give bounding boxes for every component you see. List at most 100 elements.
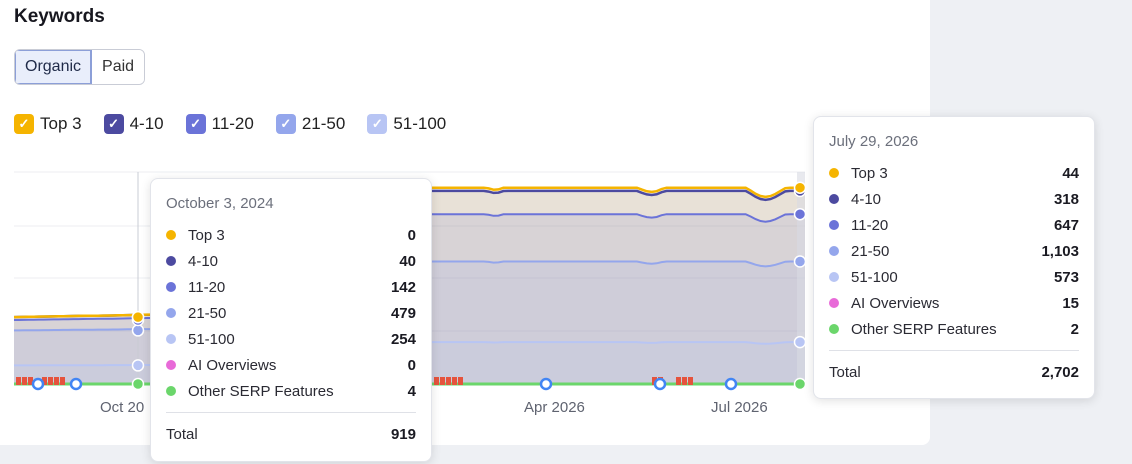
series-dot-icon <box>166 334 176 344</box>
tooltip-date: July 29, 2026 <box>829 133 919 150</box>
tooltip-row-value: 4 <box>407 382 416 400</box>
tooltip-row-51-100: 51-100 254 <box>151 329 431 349</box>
tooltip-row-value: 254 <box>390 330 416 348</box>
serp-flag-icon <box>440 377 445 385</box>
tooltip-total-value: 919 <box>390 425 416 443</box>
tooltip-row-21-50: 21-50 1,103 <box>814 241 1094 261</box>
hover-point <box>131 359 145 372</box>
tooltip-row-value: 0 <box>407 226 416 244</box>
legend-item-21-50[interactable]: ✓ 21-50 <box>275 112 346 136</box>
google-icon <box>724 377 738 391</box>
series-dot-icon <box>829 324 839 334</box>
legend-label: 11-20 <box>211 114 254 133</box>
tooltip-row-label: 11-20 <box>188 278 226 296</box>
tooltip-row-51-100: 51-100 573 <box>814 267 1094 287</box>
series-dot-icon <box>166 282 176 292</box>
checkbox-checked-icon[interactable]: ✓ <box>185 114 206 134</box>
tooltip-row-label: Top 3 <box>188 226 225 244</box>
tooltip-row-value: 1,103 <box>1041 242 1079 260</box>
serp-flag-icon <box>676 377 681 385</box>
tooltip-row-label: Other SERP Features <box>851 320 997 338</box>
google-icon <box>31 377 45 391</box>
tooltip-total-value: 2,702 <box>1041 363 1079 381</box>
crosshair-band <box>797 172 805 384</box>
series-dot-icon <box>829 298 839 308</box>
checkbox-checked-icon[interactable]: ✓ <box>14 114 34 134</box>
tooltip-row-value: 44 <box>1062 164 1079 182</box>
tooltip-row-other-serp: Other SERP Features 4 <box>151 381 431 401</box>
tooltip-row-label: 21-50 <box>188 304 227 322</box>
google-icon <box>653 377 667 391</box>
checkbox-checked-icon[interactable]: ✓ <box>367 114 388 134</box>
serp-flag-icon <box>446 377 451 385</box>
hover-point <box>793 255 807 268</box>
x-tick-label: Oct 20 <box>100 399 144 416</box>
series-dot-icon <box>829 220 839 230</box>
serp-flag-icon <box>60 377 65 385</box>
tooltip-total: Total 2,702 <box>814 362 1094 382</box>
tooltip-row-value: 479 <box>390 304 416 322</box>
tooltip-row-top-3: Top 3 0 <box>151 225 431 245</box>
tooltip-divider <box>829 350 1079 351</box>
hover-point <box>131 377 145 391</box>
tab-paid[interactable]: Paid <box>92 50 145 84</box>
hover-point <box>131 324 145 337</box>
serp-flag-icon <box>48 377 53 385</box>
series-dot-icon <box>166 386 176 396</box>
series-dot-icon <box>829 246 839 256</box>
hover-point <box>793 377 807 391</box>
checkbox-checked-icon[interactable]: ✓ <box>275 114 296 134</box>
serp-flag-icon <box>458 377 463 385</box>
tooltip-row-11-20: 11-20 647 <box>814 215 1094 235</box>
legend-item-top-3[interactable]: ✓ Top 3 <box>14 112 82 136</box>
legend-label: Top 3 <box>40 114 82 133</box>
tooltip-total-label: Total <box>166 425 198 443</box>
tooltip-row-label: AI Overviews <box>851 294 940 312</box>
panel-title: Keywords <box>14 6 105 27</box>
tooltip-row-value: 40 <box>399 252 416 270</box>
tooltip-row-label: 4-10 <box>188 252 219 270</box>
tooltip-row-label: 51-100 <box>188 330 235 348</box>
hover-point <box>131 310 145 324</box>
serp-flag-icon <box>54 377 59 385</box>
hover-point <box>793 181 807 194</box>
serp-flag-icon <box>434 377 439 385</box>
tooltip-row-ai-overviews: AI Overviews 15 <box>814 293 1094 313</box>
tooltip-total: Total 919 <box>151 424 431 444</box>
tooltip-row-top-3: Top 3 44 <box>814 163 1094 183</box>
serp-flag-icon <box>688 377 693 385</box>
legend-item-4-10[interactable]: ✓ 4-10 <box>103 112 164 136</box>
tooltip-row-value: 2 <box>1070 320 1079 338</box>
serp-flag-icon <box>42 377 47 385</box>
organic-paid-toggle: Organic Paid <box>14 49 146 85</box>
tooltip-row-value: 573 <box>1053 268 1079 286</box>
series-dot-icon <box>829 272 839 282</box>
legend-label: 21-50 <box>301 114 346 133</box>
hover-point <box>793 207 807 221</box>
serp-flag-icon <box>16 377 21 385</box>
tooltip-row-label: Other SERP Features <box>188 382 334 400</box>
series-dot-icon <box>166 230 176 240</box>
tooltip-row-label: 4-10 <box>851 190 882 208</box>
hover-point <box>793 335 807 349</box>
series-dot-icon <box>166 256 176 266</box>
tooltip-row-label: 21-50 <box>851 242 890 260</box>
serp-flag-icon <box>452 377 457 385</box>
google-icon <box>69 377 83 391</box>
tooltip-row-ai-overviews: AI Overviews 0 <box>151 355 431 375</box>
serp-flag-icon <box>652 377 657 385</box>
legend-item-51-100[interactable]: ✓ 51-100 <box>367 112 446 136</box>
tooltip-row-11-20: 11-20 142 <box>151 277 431 297</box>
serp-flag-icon <box>28 377 33 385</box>
legend-label: 4-10 <box>129 114 164 133</box>
checkbox-checked-icon[interactable]: ✓ <box>103 114 124 134</box>
x-tick-label: Apr 2026 <box>524 399 585 416</box>
tab-organic[interactable]: Organic <box>15 50 93 84</box>
google-icon <box>539 377 553 391</box>
legend-item-11-20[interactable]: ✓ 11-20 <box>185 112 254 136</box>
tooltip-total-label: Total <box>829 363 861 381</box>
tooltip-row-4-10: 4-10 318 <box>814 189 1094 209</box>
x-tick-label: Jul 2026 <box>711 399 768 416</box>
tooltip-row-label: 11-20 <box>851 216 889 234</box>
